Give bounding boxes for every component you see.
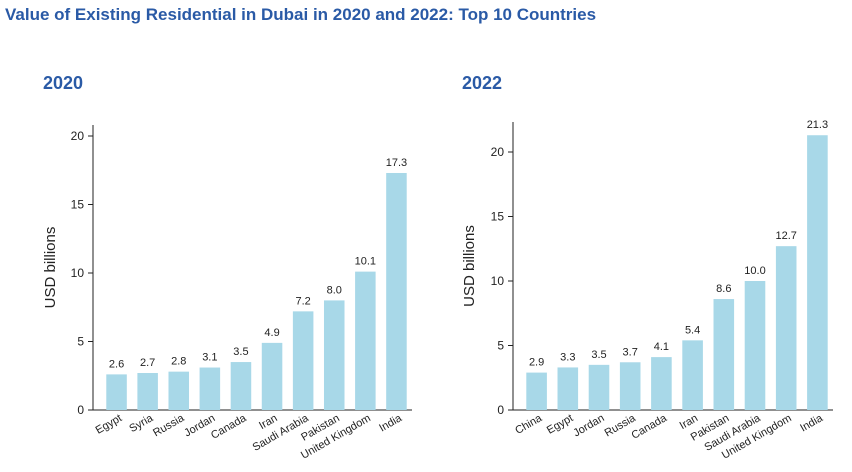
chart-2020-value-label: 3.5 xyxy=(233,346,248,358)
chart-2022-value-label: 3.3 xyxy=(560,351,575,363)
chart-2022-bar xyxy=(557,367,579,410)
chart-2022-value-label: 21.3 xyxy=(807,119,828,131)
chart-2022-y-tick-label: 5 xyxy=(497,339,504,353)
chart-2020-bar xyxy=(261,342,283,410)
chart-2022-value-label: 5.4 xyxy=(685,324,700,336)
chart-2020-bar xyxy=(137,373,158,410)
chart-2022-y-tick-label: 20 xyxy=(491,145,505,159)
chart-2020-bar xyxy=(168,371,190,410)
chart-2022-bar xyxy=(619,362,641,410)
chart-2020-value-label: 3.1 xyxy=(202,352,217,364)
chart-2022-y-tick-label: 10 xyxy=(491,274,505,288)
chart-2022-value-label: 4.1 xyxy=(654,341,669,353)
chart-2020-value-label: 2.6 xyxy=(109,358,124,370)
chart-2022-bar xyxy=(713,299,735,410)
chart-2022-category-label: Jordan xyxy=(571,412,606,439)
chart-2022-y-axis-title: USD billions xyxy=(461,225,478,307)
chart-2022-value-label: 3.7 xyxy=(623,346,638,358)
chart-2020-category-label: Egypt xyxy=(94,412,124,436)
chart-2020-y-tick-label: 20 xyxy=(71,129,85,143)
chart-2022-value-label: 12.7 xyxy=(775,230,796,242)
chart-2022-value-label: 3.5 xyxy=(591,349,606,361)
chart-2020-category-label: Canada xyxy=(209,412,249,442)
chart-2020-category-label: India xyxy=(377,412,404,435)
chart-2020-y-tick-label: 0 xyxy=(77,403,84,417)
page-title: Value of Existing Residential in Dubai i… xyxy=(5,5,597,24)
chart-2020-y-tick-label: 5 xyxy=(77,335,84,349)
chart-2022-title: 2022 xyxy=(462,73,503,93)
chart-2020-bar xyxy=(292,311,314,410)
chart-2020-bar xyxy=(386,172,407,410)
chart-2020-title: 2020 xyxy=(43,73,84,93)
chart-2020-y-tick-label: 15 xyxy=(71,198,85,212)
chart-2022-bar xyxy=(775,246,797,410)
chart-2022-bar xyxy=(651,357,672,410)
chart-2020-value-label: 2.8 xyxy=(171,356,186,368)
chart-2022-bar xyxy=(744,281,766,410)
chart-2020-y-axis-title: USD billions xyxy=(42,227,59,309)
chart-2020-bar xyxy=(106,374,127,410)
chart-2020-bar xyxy=(199,367,221,410)
chart-2022-value-label: 10.0 xyxy=(744,265,765,277)
chart-2022-category-label: Canada xyxy=(630,412,670,442)
chart-2022-category-label: Egypt xyxy=(545,412,575,436)
chart-2022-y-tick-label: 0 xyxy=(497,403,504,417)
chart-2020-value-label: 8.0 xyxy=(327,284,342,296)
chart-2022-bar xyxy=(526,372,547,410)
chart-2022-category-label: India xyxy=(798,412,825,435)
chart-2022-y-tick-label: 15 xyxy=(491,210,505,224)
chart-2020-value-label: 10.1 xyxy=(355,256,376,268)
chart-2020-bar xyxy=(355,271,376,410)
chart-2022-value-label: 2.9 xyxy=(529,357,544,369)
chart-2020-value-label: 7.2 xyxy=(296,295,311,307)
chart-2022-bar xyxy=(588,364,610,410)
chart-2020-category-label: Russia xyxy=(151,412,187,440)
chart-2020-value-label: 4.9 xyxy=(264,327,279,339)
chart-2020-value-label: 2.7 xyxy=(140,357,155,369)
chart-2022-bar xyxy=(682,340,703,410)
chart-2020-bar xyxy=(230,362,252,410)
chart-2022-bar xyxy=(807,135,828,411)
chart-2020-bar xyxy=(323,300,345,410)
chart-2022-value-label: 8.6 xyxy=(716,283,731,295)
chart-2020-value-label: 17.3 xyxy=(386,157,407,169)
chart-2020-y-tick-label: 10 xyxy=(71,266,85,280)
chart-2022-category-label: China xyxy=(513,412,545,437)
